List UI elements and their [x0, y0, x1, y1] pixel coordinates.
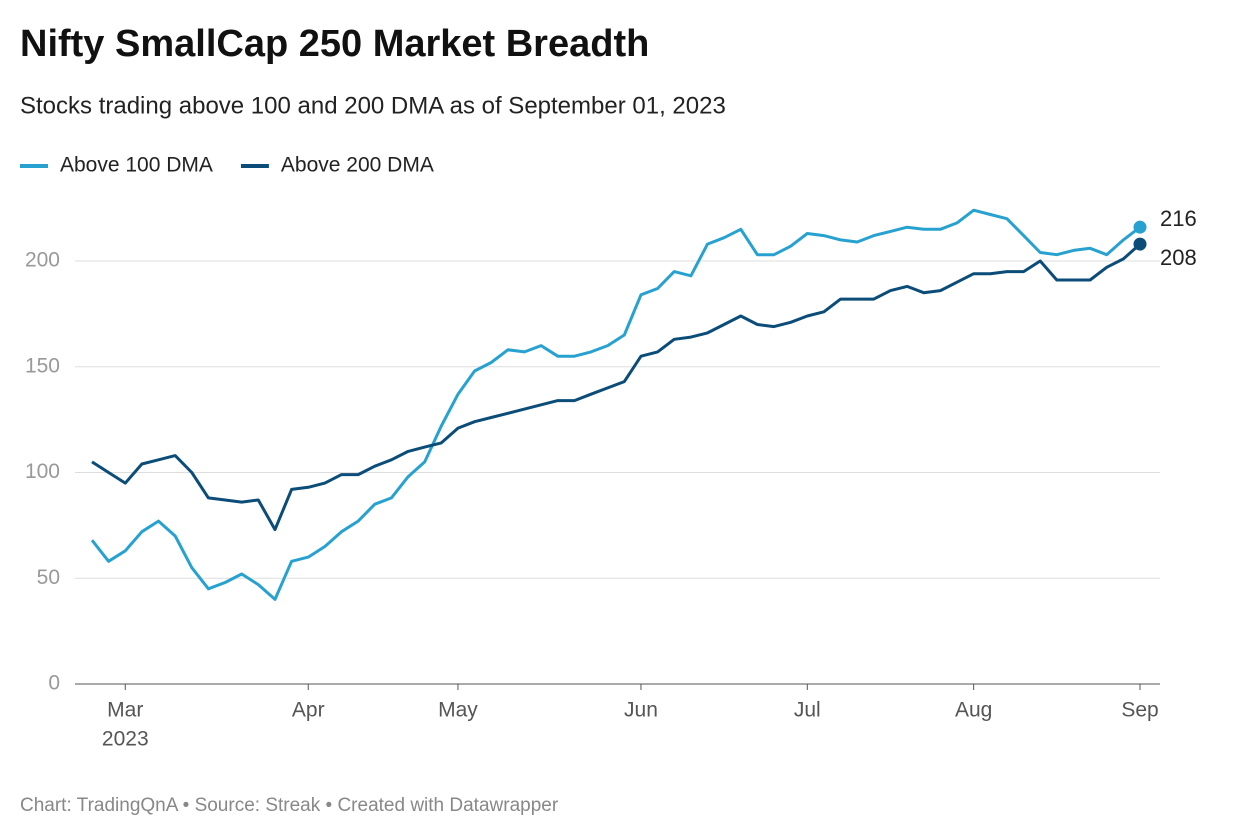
y-tick-label: 200 — [25, 249, 60, 272]
series-line — [91, 242, 1141, 532]
x-tick-label: Mar — [107, 699, 143, 722]
y-tick-label: 150 — [25, 354, 60, 377]
series-line — [90, 208, 1141, 601]
x-tick-label: Jun — [624, 699, 658, 722]
x-tick-label: Sep — [1121, 699, 1158, 722]
x-tick-label: Aug — [955, 699, 992, 722]
legend-label: Above 200 DMA — [281, 154, 434, 177]
end-point — [1133, 220, 1147, 234]
y-tick-label: 0 — [48, 672, 60, 695]
end-point — [1133, 237, 1147, 251]
y-tick-label: 50 — [37, 566, 60, 589]
y-tick-label: 100 — [25, 460, 60, 483]
chart-subtitle: Stocks trading above 100 and 200 DMA as … — [20, 92, 726, 119]
x-tick-label: Apr — [292, 699, 325, 722]
x-tick-label: Jul — [794, 699, 821, 722]
end-label: 216 — [1160, 206, 1197, 231]
legend-label: Above 100 DMA — [60, 154, 213, 177]
end-label: 208 — [1160, 245, 1197, 270]
source-note: Chart: TradingQnA • Source: Streak • Cre… — [20, 795, 559, 816]
chart-title: Nifty SmallCap 250 Market Breadth — [20, 23, 649, 65]
x-year-label: 2023 — [102, 728, 149, 751]
x-tick-label: May — [438, 699, 478, 722]
